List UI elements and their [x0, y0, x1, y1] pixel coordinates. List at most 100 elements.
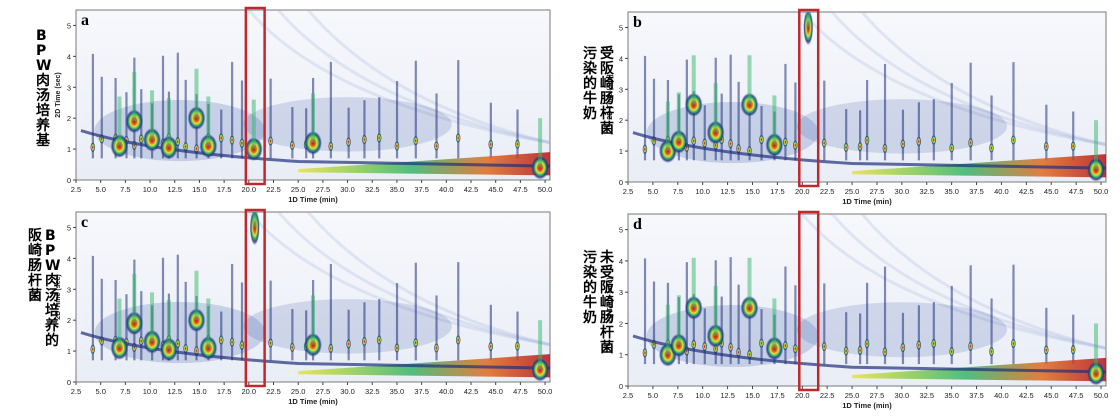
column-streak — [363, 100, 366, 159]
y-tick-label: 2 — [67, 114, 71, 123]
column-streak — [161, 55, 165, 159]
side-label-char: 奶 — [583, 309, 597, 326]
minor-peak — [968, 341, 974, 352]
peak-spot — [1087, 157, 1106, 182]
minor-peak — [843, 345, 849, 356]
x-tick-label: 20.0 — [242, 185, 257, 194]
minor-peak — [376, 334, 382, 345]
x-axis-label: 1D Time (min) — [288, 195, 338, 204]
column-streak — [990, 95, 993, 161]
panel-letter: d — [633, 216, 642, 233]
column-streak — [395, 283, 399, 361]
side-label-char: 牛 — [583, 90, 597, 107]
wraparound-band — [247, 212, 550, 347]
x-axis-label: 1D Time (min) — [288, 397, 338, 406]
highlight-box — [244, 6, 266, 186]
column-streak — [100, 278, 103, 361]
minor-peak — [782, 137, 788, 148]
peak-tail — [132, 71, 137, 122]
column-streak — [91, 255, 94, 361]
x-tick-label: 7.5 — [120, 185, 130, 194]
minor-peak — [792, 343, 798, 354]
wraparound-band — [860, 214, 1106, 350]
x-tick-label: 40.0 — [994, 187, 1009, 196]
x-tick-label: 50.0 — [538, 387, 553, 396]
minor-peak — [433, 141, 439, 151]
x-tick-label: 17.5 — [217, 185, 232, 194]
x-tick-label: 2.5 — [623, 187, 633, 196]
y-axis-label: 2D Time (sec) — [607, 74, 614, 119]
x-tick-label: 30.0 — [895, 391, 910, 400]
minor-peak — [792, 140, 798, 151]
column-streak — [969, 265, 972, 365]
minor-peak — [90, 344, 96, 355]
peak-tail — [252, 212, 257, 228]
x-tick-label: 30.0 — [340, 387, 355, 396]
column-streak — [748, 96, 751, 161]
minor-peak — [1010, 134, 1016, 145]
side-label-char: W — [36, 58, 51, 74]
column-streak — [291, 107, 294, 159]
minor-peak — [949, 346, 955, 357]
x-tick-label: 35.0 — [944, 187, 959, 196]
peak-tail — [676, 295, 681, 346]
minor-peak — [183, 141, 189, 152]
chart-panel-a: 2.5 5.0 7.5 10.0 12.5 15.0 17.5 20.0 22.5 25.0 27.… — [55, 6, 553, 204]
column-streak — [176, 52, 179, 159]
peak-tail — [166, 98, 171, 148]
minor-peak — [433, 343, 439, 353]
column-streak — [692, 294, 695, 365]
x-tick-label: 37.5 — [969, 391, 984, 400]
column-streak — [176, 254, 179, 361]
x-tick-label: 20.0 — [795, 187, 810, 196]
side-label-char: 菌 — [600, 339, 614, 356]
peak-tail — [772, 95, 777, 145]
minor-peak — [183, 343, 189, 354]
x-tick-label: 12.5 — [167, 387, 182, 396]
peak-tail — [676, 92, 681, 142]
column-streak — [184, 281, 187, 361]
column-streak — [1045, 104, 1048, 161]
x-tick-label: 37.5 — [969, 187, 984, 196]
minor-peak — [758, 134, 764, 145]
x-tick-label: 42.5 — [464, 387, 479, 396]
peak-spot — [531, 155, 550, 180]
x-tick-label: 50.0 — [538, 185, 553, 194]
minor-peak — [268, 338, 274, 349]
side-label-char: 养 — [44, 317, 60, 334]
x-axis-label: 1D Time (min) — [842, 197, 892, 206]
minor-peak — [821, 341, 827, 352]
x-tick-label: 45.0 — [488, 387, 503, 396]
minor-peak — [138, 133, 144, 144]
column-streak — [516, 109, 519, 159]
column-streak — [784, 266, 787, 365]
peak-tail — [747, 55, 752, 105]
column-streak — [990, 298, 993, 365]
side-label-char: 污 — [583, 249, 597, 266]
side-label-char: 阪 — [600, 61, 615, 77]
column-streak — [866, 282, 869, 365]
y-tick-label: 3 — [619, 288, 623, 297]
wraparound-band — [860, 12, 1106, 147]
peak-tail — [194, 270, 199, 321]
column-streak — [917, 102, 920, 161]
minor-peak — [90, 142, 96, 153]
side-label-char: 染 — [583, 264, 598, 281]
peak-tail — [747, 257, 752, 308]
minor-peak — [239, 340, 245, 351]
y-tick-label: 4 — [619, 257, 623, 266]
panel-letter: b — [633, 14, 642, 31]
y-tick-label: 5 — [67, 223, 71, 232]
minor-peak — [857, 345, 863, 356]
column-streak — [378, 97, 381, 159]
minor-peak — [328, 343, 334, 354]
minor-peak — [782, 340, 788, 351]
x-tick-label: 35.0 — [390, 185, 405, 194]
column-streak — [748, 299, 751, 365]
x-tick-label: 27.5 — [870, 187, 885, 196]
side-label-char: 杆 — [28, 272, 42, 289]
y-axis-label: 2D Time (sec) — [55, 72, 62, 117]
column-streak — [932, 99, 935, 161]
minor-peak — [346, 136, 352, 147]
column-streak — [435, 93, 438, 159]
